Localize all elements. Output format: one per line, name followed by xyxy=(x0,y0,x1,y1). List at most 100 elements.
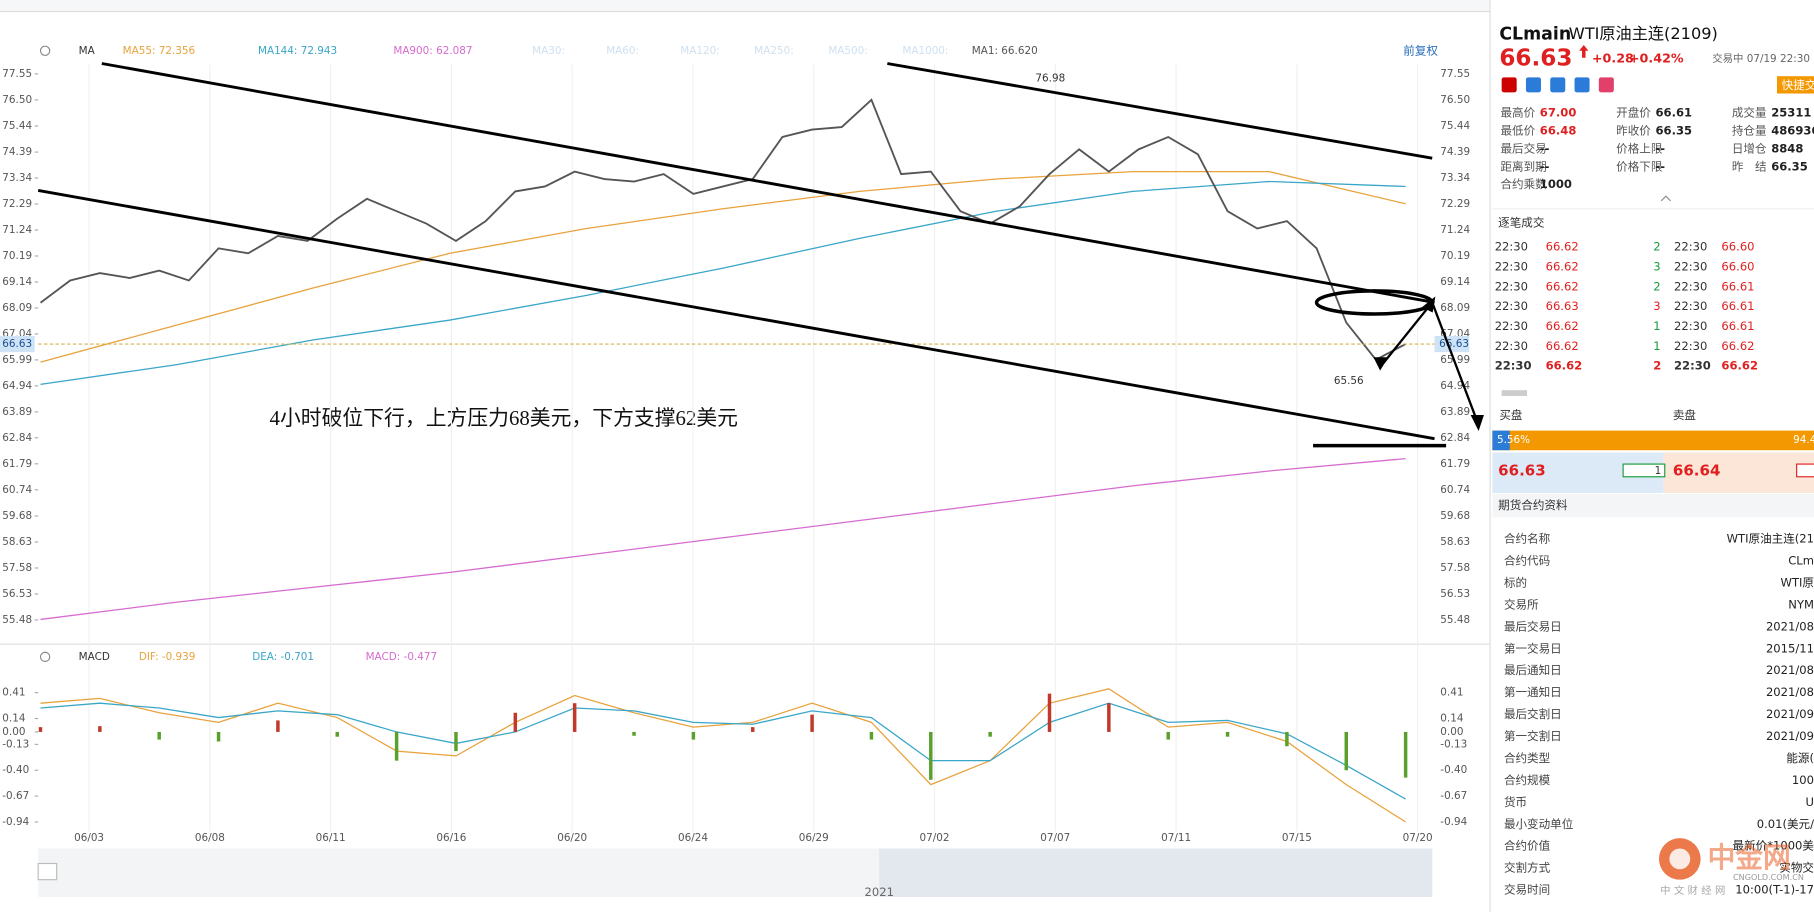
trade-cell: 22:30 xyxy=(1495,359,1532,373)
macd-bar xyxy=(1166,731,1170,740)
macd-bar xyxy=(1225,731,1230,737)
stat-value: 66.35 xyxy=(1656,124,1693,138)
icon[interactable] xyxy=(1550,77,1566,93)
settings-icon[interactable] xyxy=(39,45,51,56)
info-value: 10:00(T-1)-17 xyxy=(1735,883,1814,897)
watermark-sub: 中 文 财 经 网 xyxy=(1660,884,1725,897)
y-tick-label: -0.94 xyxy=(2,816,29,828)
macd-bar xyxy=(216,731,221,742)
navigator-window[interactable] xyxy=(879,848,1433,897)
info-label: 交易所 xyxy=(1504,597,1539,611)
quick-trade-button[interactable] xyxy=(1776,76,1814,94)
y-tick-label: 55.48 xyxy=(2,614,32,626)
bid-qty: 1 xyxy=(1655,465,1662,477)
legend-entry-inactive: MA500: xyxy=(828,45,867,57)
last-price-box xyxy=(0,335,35,353)
trade-cell: 1 xyxy=(1653,339,1660,353)
stat-label: 最后交易 xyxy=(1500,141,1546,155)
settings-icon[interactable] xyxy=(39,651,51,663)
icon[interactable] xyxy=(1501,77,1517,93)
info-label: 最后通知日 xyxy=(1504,663,1562,677)
trade-cell: 66.62 xyxy=(1721,359,1758,373)
y-tick-label-right: 65.99 xyxy=(1440,354,1470,366)
macd-bar xyxy=(988,731,992,737)
trade-cell: 66.61 xyxy=(1721,319,1754,333)
macd-bar xyxy=(1285,731,1289,747)
info-value: 2015/11 xyxy=(1766,641,1814,655)
trade-cell: 66.61 xyxy=(1721,279,1754,293)
icon[interactable] xyxy=(1598,77,1614,93)
x-tick-label: 06/03 xyxy=(74,832,104,844)
quick-trade-label[interactable]: 快捷交 xyxy=(1782,78,1814,92)
navigator-handle[interactable] xyxy=(37,862,58,881)
y-tick-label-right: 63.89 xyxy=(1440,406,1470,418)
scrollbar xyxy=(1501,390,1528,396)
y-tick-label-right: 75.44 xyxy=(1440,120,1470,132)
trend-line xyxy=(37,189,1435,441)
adjust-toggle[interactable]: 前复权 xyxy=(1403,43,1438,57)
icon[interactable] xyxy=(1574,77,1590,93)
macd-bar xyxy=(572,703,577,732)
info-value: WTI原 xyxy=(1781,575,1814,589)
symbol: CLmain xyxy=(1499,25,1571,45)
legend-entry: MA55: 72.356 xyxy=(123,45,196,57)
trade-cell: 22:30 xyxy=(1674,319,1707,333)
macd-bar xyxy=(335,731,339,737)
macd-bar xyxy=(513,712,518,732)
trade-cell: 22:30 xyxy=(1495,299,1528,313)
y-tick-label-right: 58.63 xyxy=(1440,536,1470,548)
stat-label: 持仓量 xyxy=(1732,124,1767,138)
watermark-url: CNGOLD.COM.CN xyxy=(1733,872,1804,882)
stat-value: 66.35 xyxy=(1771,159,1808,173)
trade-cell: 66.62 xyxy=(1546,240,1579,254)
stat-label: 最高价 xyxy=(1500,106,1535,120)
icon[interactable] xyxy=(1525,77,1541,93)
last-price-label: 66.63 xyxy=(1439,338,1469,350)
macd-bar xyxy=(1107,703,1111,732)
info-value: 2021/09 xyxy=(1766,729,1814,743)
stat-value: 1000 xyxy=(1540,177,1572,191)
arrow-head xyxy=(1470,415,1484,431)
trade-cell: 22:30 xyxy=(1674,339,1707,353)
y-tick-label-right: -0.13 xyxy=(1440,738,1467,750)
trade-cell: 66.61 xyxy=(1721,299,1754,313)
info-label: 最后交易日 xyxy=(1504,619,1562,633)
stat-label: 昨收价 xyxy=(1616,124,1651,138)
y-tick-label-right: 64.94 xyxy=(1440,380,1470,392)
stat-value: -- xyxy=(1656,159,1666,173)
y-tick-label-right: -0.40 xyxy=(1440,764,1467,776)
info-value: 0.01(美元/ xyxy=(1757,817,1814,831)
up-arrow xyxy=(1579,45,1589,58)
y-tick-label: 0.14 xyxy=(2,713,26,725)
trade-cell: 2 xyxy=(1653,359,1661,373)
y-tick-label-right: 77.55 xyxy=(1440,68,1470,80)
y-tick-label: -0.13 xyxy=(2,738,29,750)
macd-bar xyxy=(98,726,102,732)
info-label: 最小变动单位 xyxy=(1504,817,1574,831)
y-tick-label-right: 59.68 xyxy=(1440,510,1470,522)
x-tick-label: 07/11 xyxy=(1161,832,1191,844)
info-value: 2021/08 xyxy=(1766,619,1814,633)
trade-cell: 22:30 xyxy=(1495,259,1528,273)
y-tick-label-right: -0.67 xyxy=(1440,790,1467,802)
x-tick-label: 06/29 xyxy=(799,832,829,844)
macd-bar xyxy=(632,731,636,736)
stat-label: 日增仓 xyxy=(1732,141,1767,155)
info-value: 2021/08 xyxy=(1766,663,1814,677)
info-value: WTI原油主连(21 xyxy=(1727,532,1814,546)
y-tick-label-right: 70.19 xyxy=(1440,250,1470,262)
trend-line xyxy=(101,62,1435,304)
arrow-head xyxy=(1421,296,1436,313)
collapse-icon[interactable] xyxy=(1660,195,1671,202)
legend-entry: MA144: 72.943 xyxy=(258,45,337,57)
trade-cell: 66.62 xyxy=(1546,359,1583,373)
y-tick-label: 62.84 xyxy=(2,432,32,444)
stat-value: -- xyxy=(1656,141,1666,155)
trade-cell: 22:30 xyxy=(1495,279,1528,293)
bid-qty-box xyxy=(1622,463,1666,478)
high-label: 76.98 xyxy=(1035,73,1065,85)
y-tick-label: 58.63 xyxy=(2,536,32,548)
x-tick-label: 07/15 xyxy=(1282,832,1312,844)
legend-entry-inactive: MA30: xyxy=(532,45,565,57)
trade-cell: 22:30 xyxy=(1674,299,1707,313)
